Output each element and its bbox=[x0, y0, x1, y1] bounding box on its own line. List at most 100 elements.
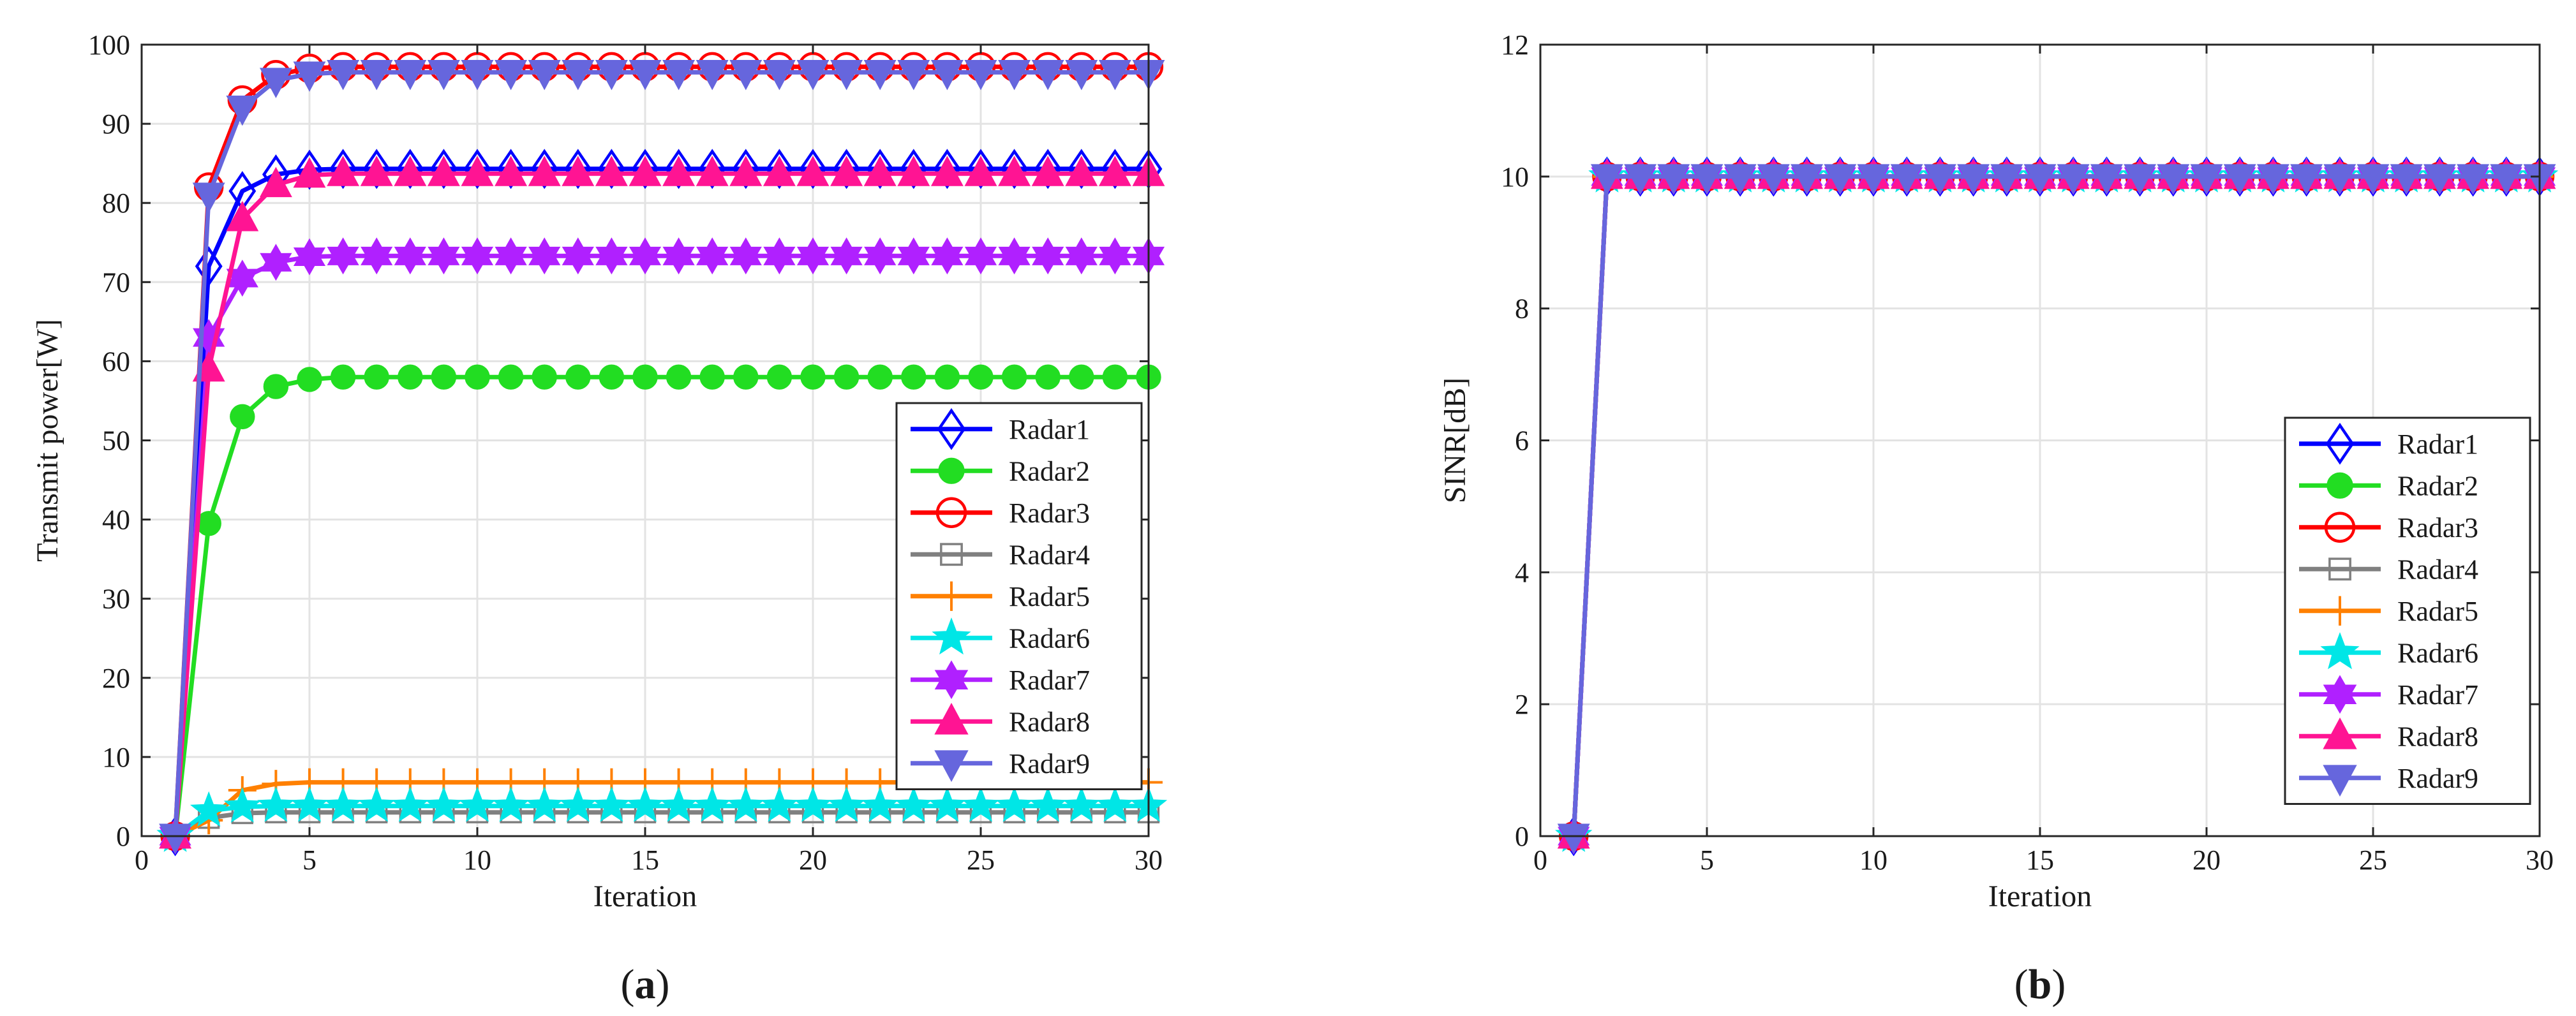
chart-a-point-radar1-17 bbox=[698, 149, 726, 189]
chart-a-point-radar1-6 bbox=[329, 149, 357, 189]
chart-b-xtick-label-5: 25 bbox=[2359, 844, 2387, 876]
chart-a-point-radar6-29 bbox=[1096, 786, 1134, 822]
chart-a-point-radar1-28 bbox=[1068, 149, 1096, 189]
chart-a-point-radar7-17 bbox=[696, 237, 729, 275]
chart-b-point-radar9-22 bbox=[2256, 164, 2289, 195]
chart-a-point-radar8-11 bbox=[495, 156, 528, 186]
chart-a-legend-marker-radar6 bbox=[932, 617, 971, 655]
chart-a-point-radar2-26 bbox=[1001, 364, 1027, 390]
chart-a-point-radar7-20 bbox=[796, 237, 830, 275]
chart-a-point-radar8-9 bbox=[427, 156, 460, 186]
chart-a-legend-label-radar3: Radar3 bbox=[1009, 497, 1090, 529]
chart-a-point-radar7-24 bbox=[931, 237, 964, 275]
chart-a-point-radar6-10 bbox=[458, 786, 496, 822]
chart-a-ytick-label-9: 90 bbox=[102, 108, 130, 140]
chart-a-point-radar1-22 bbox=[866, 149, 894, 189]
chart-a-point-radar8-24 bbox=[930, 156, 964, 186]
chart-a-point-radar7-15 bbox=[629, 237, 662, 275]
chart-a-point-radar8-12 bbox=[528, 156, 561, 186]
chart-a-point-radar2-22 bbox=[867, 364, 893, 390]
chart-b-legend-label-radar5: Radar5 bbox=[2397, 596, 2478, 627]
chart-a-point-radar6-18 bbox=[727, 786, 765, 822]
chart-a-point-radar8-22 bbox=[863, 156, 897, 186]
chart-b-point-radar9-17 bbox=[2090, 164, 2123, 195]
chart-a-ytick-label-3: 30 bbox=[102, 584, 130, 615]
chart-a-point-radar9-24 bbox=[930, 59, 964, 91]
chart-a-point-radar7-19 bbox=[763, 237, 796, 275]
chart-a-point-radar2-14 bbox=[599, 364, 625, 390]
chart-a-point-radar6-13 bbox=[559, 786, 597, 822]
chart-a-point-radar1-10 bbox=[463, 149, 491, 189]
chart-b-yaxis-label: SINR[dB] bbox=[1438, 378, 1472, 503]
chart-b-point-radar9-4 bbox=[1657, 164, 1690, 195]
chart-a-point-radar1-9 bbox=[429, 149, 458, 189]
chart-a-point-radar9-10 bbox=[461, 59, 494, 91]
chart-a-point-radar8-7 bbox=[360, 156, 393, 186]
chart-a-point-radar6-27 bbox=[1029, 786, 1067, 822]
chart-a-point-radar2-7 bbox=[364, 364, 389, 390]
chart-b-legend-marker-radar2 bbox=[2327, 472, 2353, 499]
chart-a-point-radar2-11 bbox=[498, 364, 524, 390]
chart-b-point-radar9-1 bbox=[1557, 823, 1590, 854]
chart-b-ytick-label-2: 4 bbox=[1515, 557, 1529, 588]
chart-b-series-radar9 bbox=[1557, 164, 2556, 854]
chart-a-point-radar1-13 bbox=[564, 149, 592, 189]
chart-a-point-radar6-8 bbox=[391, 786, 429, 822]
chart-a-legend-label-radar9: Radar9 bbox=[1009, 748, 1090, 779]
chart-b-point-radar9-28 bbox=[2457, 164, 2490, 195]
chart-a-point-radar9-23 bbox=[897, 59, 930, 91]
chart-b-legend-label-radar7: Radar7 bbox=[2397, 679, 2478, 710]
chart-a-point-radar6-5 bbox=[290, 786, 329, 822]
chart-a-legend-marker-radar4 bbox=[940, 543, 963, 566]
chart-a-legend-label-radar8: Radar8 bbox=[1009, 706, 1090, 737]
chart-b-xtick-label-1: 5 bbox=[1700, 844, 1714, 876]
chart-a-point-radar6-11 bbox=[492, 786, 530, 822]
chart-a-series-radar7 bbox=[159, 237, 1165, 855]
chart-a-point-radar6-21 bbox=[828, 786, 865, 822]
chart-b-legend-label-radar6: Radar6 bbox=[2397, 637, 2478, 668]
chart-a-point-radar2-24 bbox=[934, 364, 960, 390]
chart-a-point-radar6-23 bbox=[895, 786, 933, 822]
chart-b-point-radar9-24 bbox=[2323, 164, 2356, 195]
chart-a-point-radar1-14 bbox=[597, 149, 625, 189]
chart-a-xtick-label-5: 25 bbox=[967, 844, 995, 876]
chart-a-point-radar1-21 bbox=[833, 149, 861, 189]
chart-a-point-radar1-15 bbox=[631, 149, 659, 189]
chart-a-point-radar1-12 bbox=[530, 149, 558, 189]
chart-a-ytick-label-2: 20 bbox=[102, 663, 130, 694]
chart-a-point-radar9-7 bbox=[360, 59, 393, 91]
chart-a-point-radar7-26 bbox=[998, 237, 1031, 275]
chart-a-point-radar7-11 bbox=[495, 237, 527, 275]
chart-a-ytick-label-10: 100 bbox=[88, 29, 130, 61]
chart-a-point-radar1-11 bbox=[497, 149, 525, 189]
chart-b-ytick-label-6: 12 bbox=[1501, 29, 1529, 61]
chart-a-point-radar2-16 bbox=[666, 364, 692, 390]
chart-a-point-radar8-21 bbox=[830, 156, 863, 186]
chart-a-point-radar7-7 bbox=[361, 237, 393, 275]
chart-a-point-radar2-27 bbox=[1035, 364, 1061, 390]
chart-a-point-radar8-4 bbox=[259, 166, 292, 198]
chart-a-legend-label-radar6: Radar6 bbox=[1009, 622, 1090, 654]
chart-a-point-radar2-6 bbox=[330, 364, 356, 390]
chart-a-point-radar9-5 bbox=[293, 61, 326, 92]
chart-a-point-radar9-14 bbox=[595, 59, 628, 91]
chart-a-point-radar6-26 bbox=[995, 786, 1033, 822]
chart-a-ytick-label-0: 0 bbox=[116, 821, 130, 852]
chart-a-point-radar8-13 bbox=[562, 156, 595, 186]
chart-a-point-radar2-28 bbox=[1069, 364, 1094, 390]
chart-a-series-radar2 bbox=[162, 364, 1161, 849]
chart-b-panel-label: (b) bbox=[2014, 961, 2066, 1008]
chart-b-legend-label-radar9: Radar9 bbox=[2397, 763, 2478, 794]
chart-b-point-radar9-6 bbox=[1724, 164, 1757, 195]
chart-a-legend-label-radar2: Radar2 bbox=[1009, 455, 1090, 487]
chart-a-point-radar8-8 bbox=[394, 156, 427, 186]
chart-a-point-radar9-18 bbox=[729, 59, 763, 91]
chart-b-ytick-label-4: 8 bbox=[1515, 293, 1529, 325]
chart-a-point-radar1-26 bbox=[1001, 149, 1029, 189]
chart-a-point-radar6-3 bbox=[223, 787, 262, 823]
chart-b-legend-marker-radar5 bbox=[2325, 596, 2355, 626]
chart-a-point-radar9-22 bbox=[863, 59, 897, 91]
chart-a-point-radar8-26 bbox=[998, 156, 1031, 186]
chart-a-point-radar2-13 bbox=[565, 364, 591, 390]
